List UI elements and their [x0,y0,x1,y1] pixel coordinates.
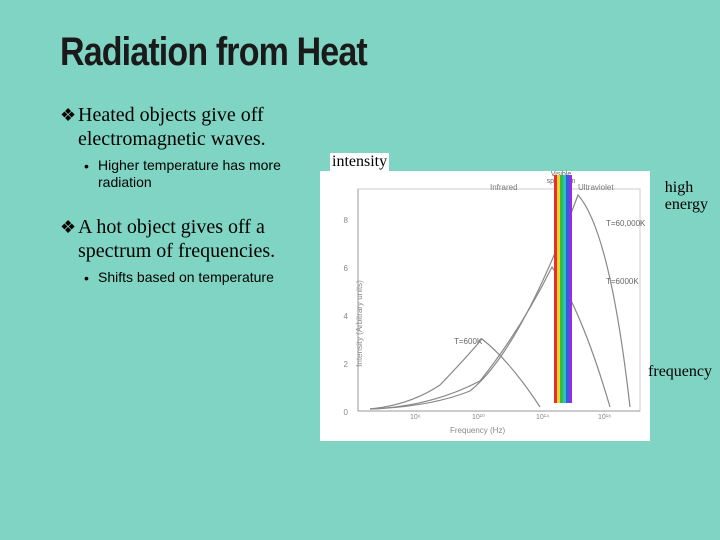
temp-60000: T=60,000K [606,219,645,228]
violet-band [569,175,572,403]
x-axis-label: Frequency (Hz) [450,426,505,435]
chart-column: intensity low energy high energy 0 2 4 6… [320,103,680,311]
xtick: 10¹⁴ [536,414,549,421]
bullet-item: ❖ A hot object gives off a spectrum of f… [60,215,310,263]
bullet-icon: ❖ [60,215,78,263]
slide-title: Radiation from Heat [60,30,587,75]
sub-bullet-item: • Shifts based on temperature [84,269,310,287]
y-axis-label: Intensity (Arbitrary units) [355,280,364,367]
chart-svg: 0 2 4 6 8 [320,171,650,441]
svg-text:8: 8 [344,216,349,225]
sub-bullet-icon: • [84,157,98,191]
bullet-list: ❖ Heated objects give off electromagneti… [60,103,320,311]
temp-6000: T=6000K [606,277,639,286]
sub-bullet-text: Higher temperature has more radiation [98,157,310,191]
high-energy-label: high energy [663,179,710,213]
content-area: ❖ Heated objects give off electromagneti… [60,103,680,311]
sub-bullet-text: Shifts based on temperature [98,269,274,287]
visible-spectrum-band [554,175,572,403]
bullet-text: Heated objects give off electromagnetic … [78,103,310,151]
bullet-item: ❖ Heated objects give off electromagneti… [60,103,310,151]
temp-600: T=600K [454,337,482,346]
intensity-label: intensity [330,153,389,171]
xtick: 10⁶ [410,414,421,421]
sub-bullet-icon: • [84,269,98,287]
blackbody-chart: 0 2 4 6 8 Visible spectrum Intensity (Ar… [320,171,650,441]
svg-text:4: 4 [344,312,349,321]
bullet-icon: ❖ [60,103,78,151]
bullet-text: A hot object gives off a spectrum of fre… [78,215,310,263]
frequency-label: frequency [646,363,714,381]
svg-text:6: 6 [344,264,349,273]
xtick: 10¹⁰ [472,413,485,421]
infrared-label: Infrared [490,183,518,192]
svg-text:2: 2 [344,360,349,369]
sub-bullet-item: • Higher temperature has more radiation [84,157,310,191]
xtick: 10¹⁸ [598,414,611,421]
svg-text:0: 0 [344,408,349,417]
